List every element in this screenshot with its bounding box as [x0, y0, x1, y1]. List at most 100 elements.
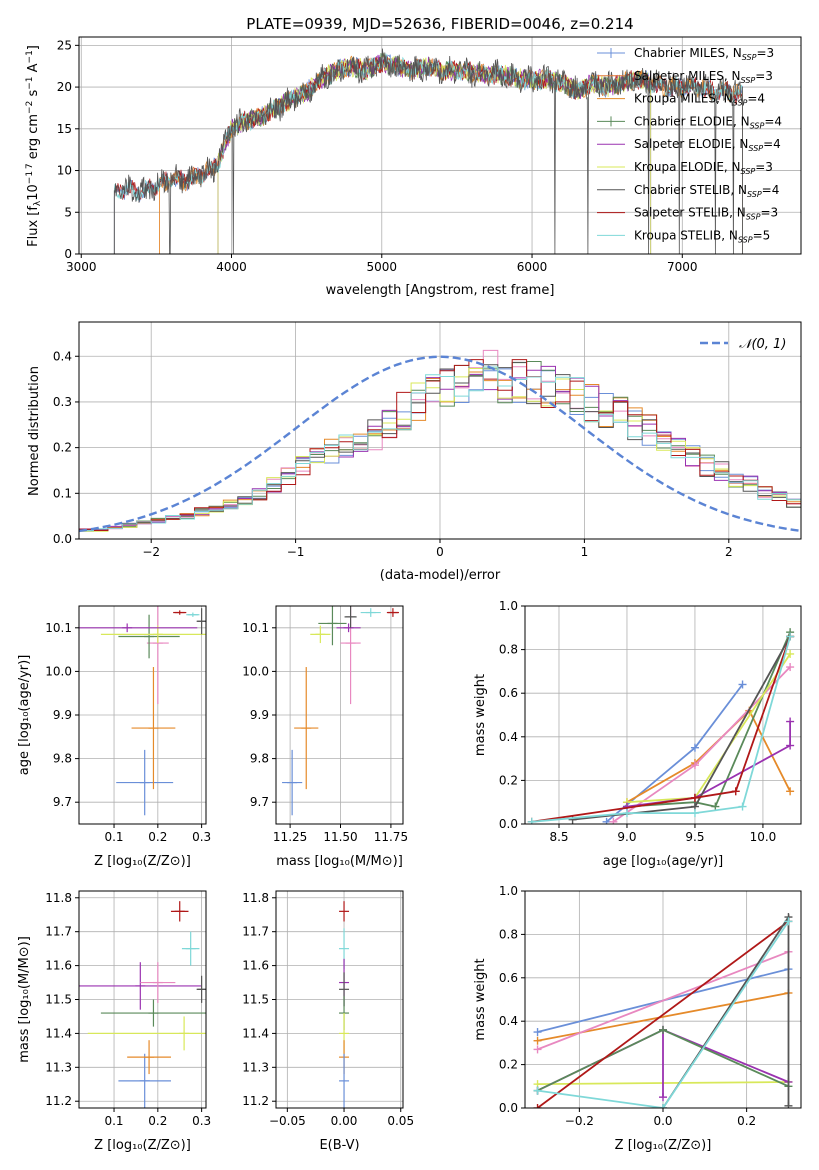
- spectrum-title: PLATE=0939, MJD=52636, FIBERID=0046, z=0…: [246, 15, 633, 33]
- y-tick-label: 0.6: [499, 686, 518, 700]
- weight_vs_age-grid: [525, 605, 801, 825]
- legend-label: Kroupa MILES, NSSP=4: [634, 92, 765, 108]
- y-tick-label: 0.4: [499, 730, 518, 744]
- y-tick-label: 0.2: [499, 1058, 518, 1072]
- age_vs_Z-grid: [79, 606, 206, 824]
- legend-label: Chabrier ELODIE, NSSP=4: [634, 114, 782, 130]
- y-tick-label: 5: [64, 205, 72, 219]
- y-tick-label: 0.1: [53, 486, 72, 500]
- weight-line: [626, 631, 791, 808]
- spectrum-plot-area: [113, 48, 743, 254]
- weight-line: [537, 950, 789, 1051]
- weight-line: [536, 920, 790, 1108]
- x-tick-label: 6000: [517, 260, 548, 274]
- x-tick-label: 0.2: [148, 1114, 167, 1128]
- weight-line: [537, 1028, 789, 1098]
- mass_vs_ebv-panel: −0.05 0.00 0.05 11.2 11.3 11.4 11.5 11.6 11.7 11.…: [242, 890, 414, 1128]
- y-tick-label: 0.4: [499, 1014, 518, 1028]
- legend-label: Chabrier STELIB, NSSP=4: [634, 183, 779, 199]
- mass_vs_Z-x-label: Z [log₁₀(Z/Z⊙)]: [94, 1138, 191, 1153]
- y-tick-label: 11.6: [242, 959, 269, 973]
- age_vs_mass-plot-area: [282, 606, 399, 816]
- y-tick-label: 0.8: [499, 927, 518, 941]
- spectrum-y-label: Flux [fλ10−1 7 erg cm−2 s−1 A−1]: [25, 45, 43, 247]
- x-tick-label: 0.3: [192, 830, 211, 844]
- x-tick-label: −1: [287, 545, 305, 559]
- spectrum-frame: [78, 36, 802, 255]
- x-tick-label: 2: [725, 545, 733, 559]
- y-tick-label: 11.5: [45, 993, 72, 1007]
- y-tick-label: 11.3: [242, 1060, 269, 1074]
- x-tick-label: 9.0: [617, 830, 636, 844]
- legend-label: Salpeter MILES, NSSP=3: [634, 69, 773, 85]
- residuals-panel: −2 −1 0 1 2 0.0 0.1 0.2 0.3 0.4: [53, 321, 802, 559]
- y-tick-label: 11.8: [242, 891, 269, 905]
- x-tick-label: 0.2: [737, 1114, 756, 1128]
- mass_vs_Z-plot-area: [79, 901, 206, 1108]
- mass_vs_ebv-grid: [276, 891, 403, 1108]
- x-tick-label: 9.5: [685, 830, 704, 844]
- weight_vs_age-plot-area: [527, 628, 795, 824]
- y-tick-label: 11.2: [242, 1094, 269, 1108]
- residual-y-label: Normed distribution: [27, 366, 42, 496]
- weight_vs_Z-y-label: mass weight: [473, 958, 488, 1040]
- y-tick-label: 10.1: [242, 621, 269, 635]
- legend-label: 𝒩(0, 1): [739, 337, 786, 352]
- weight-line: [537, 920, 790, 1108]
- x-tick-label: −2: [142, 545, 160, 559]
- age_vs_Z-plot-area: [79, 606, 206, 816]
- weight_vs_age-y-label: mass weight: [473, 674, 488, 756]
- y-tick-label: 11.6: [45, 959, 72, 973]
- mass_vs_ebv-plot-area: [339, 901, 350, 1108]
- y-tick-label: 0: [64, 247, 72, 261]
- y-tick-label: 11.4: [242, 1026, 269, 1040]
- y-tick-label: 20: [57, 80, 72, 94]
- legend-label: Kroupa STELIB, NSSP=5: [634, 228, 770, 244]
- y-tick-label: 1.0: [499, 884, 518, 898]
- x-tick-label: 0.0: [653, 1114, 672, 1128]
- x-tick-label: 0: [436, 545, 444, 559]
- mass_vs_Z-panel: 0.1 0.2 0.3 11.2 11.3 11.4 11.5 11.6 11.7 11.8: [45, 890, 211, 1128]
- x-tick-label: 0.1: [104, 1114, 123, 1128]
- y-tick-label: 0.3: [53, 395, 72, 409]
- x-tick-label: −0.05: [269, 1114, 306, 1128]
- y-tick-label: 0.8: [499, 643, 518, 657]
- y-tick-label: 9.8: [250, 752, 269, 766]
- legend-label: Salpeter ELODIE, NSSP=4: [634, 137, 781, 153]
- x-tick-label: 0.1: [104, 830, 123, 844]
- y-tick-label: 0.2: [499, 773, 518, 787]
- y-tick-label: 1.0: [499, 599, 518, 613]
- weight_vs_Z-x-label: Z [log₁₀(Z/Z⊙)]: [615, 1138, 712, 1153]
- y-tick-label: 11.7: [242, 925, 269, 939]
- y-tick-label: 11.3: [45, 1060, 72, 1074]
- y-tick-label: 25: [57, 38, 72, 52]
- spectrum-legend: Chabrier MILES, NSSP=3 Salpeter MILES, NS…: [597, 46, 782, 244]
- x-tick-label: 4000: [216, 260, 247, 274]
- weight-line: [626, 653, 791, 804]
- y-tick-label: 11.8: [45, 891, 72, 905]
- age_vs_Z-panel: 0.1 0.2 0.3 9.7 9.8 9.9 10.0 10.1: [45, 605, 211, 844]
- weight-line: [531, 636, 791, 823]
- residual-legend: 𝒩(0, 1): [700, 337, 786, 352]
- y-tick-label: 0.2: [53, 441, 72, 455]
- residuals-grid: [79, 322, 801, 540]
- legend-label: Chabrier MILES, NSSP=3: [634, 46, 774, 62]
- mass_vs_ebv-x-label: E(B-V): [319, 1138, 359, 1153]
- histogram-step: [79, 366, 801, 539]
- y-tick-label: 0.6: [499, 971, 518, 985]
- y-tick-label: 9.7: [250, 795, 269, 809]
- spectrum-x-label: wavelength [Angstrom, rest frame]: [326, 283, 555, 298]
- x-tick-label: 11.50: [323, 830, 357, 844]
- y-tick-label: 0.0: [499, 1101, 518, 1115]
- x-tick-label: 11.75: [374, 830, 408, 844]
- gaussian-curve: [79, 355, 801, 533]
- age_vs_mass-panel: 11.25 11.50 11.75 9.7 9.8 9.9 10.0 10.1: [242, 605, 408, 844]
- x-tick-label: 0.05: [387, 1114, 414, 1128]
- weight_vs_age-x-label: age [log₁₀(age/yr)]: [603, 854, 724, 869]
- y-tick-label: 0.0: [53, 532, 72, 546]
- residual-x-label: (data-model)/error: [380, 568, 501, 583]
- x-tick-label: 8.5: [549, 830, 568, 844]
- histogram-step: [79, 366, 801, 539]
- spectrum-line: [113, 48, 743, 254]
